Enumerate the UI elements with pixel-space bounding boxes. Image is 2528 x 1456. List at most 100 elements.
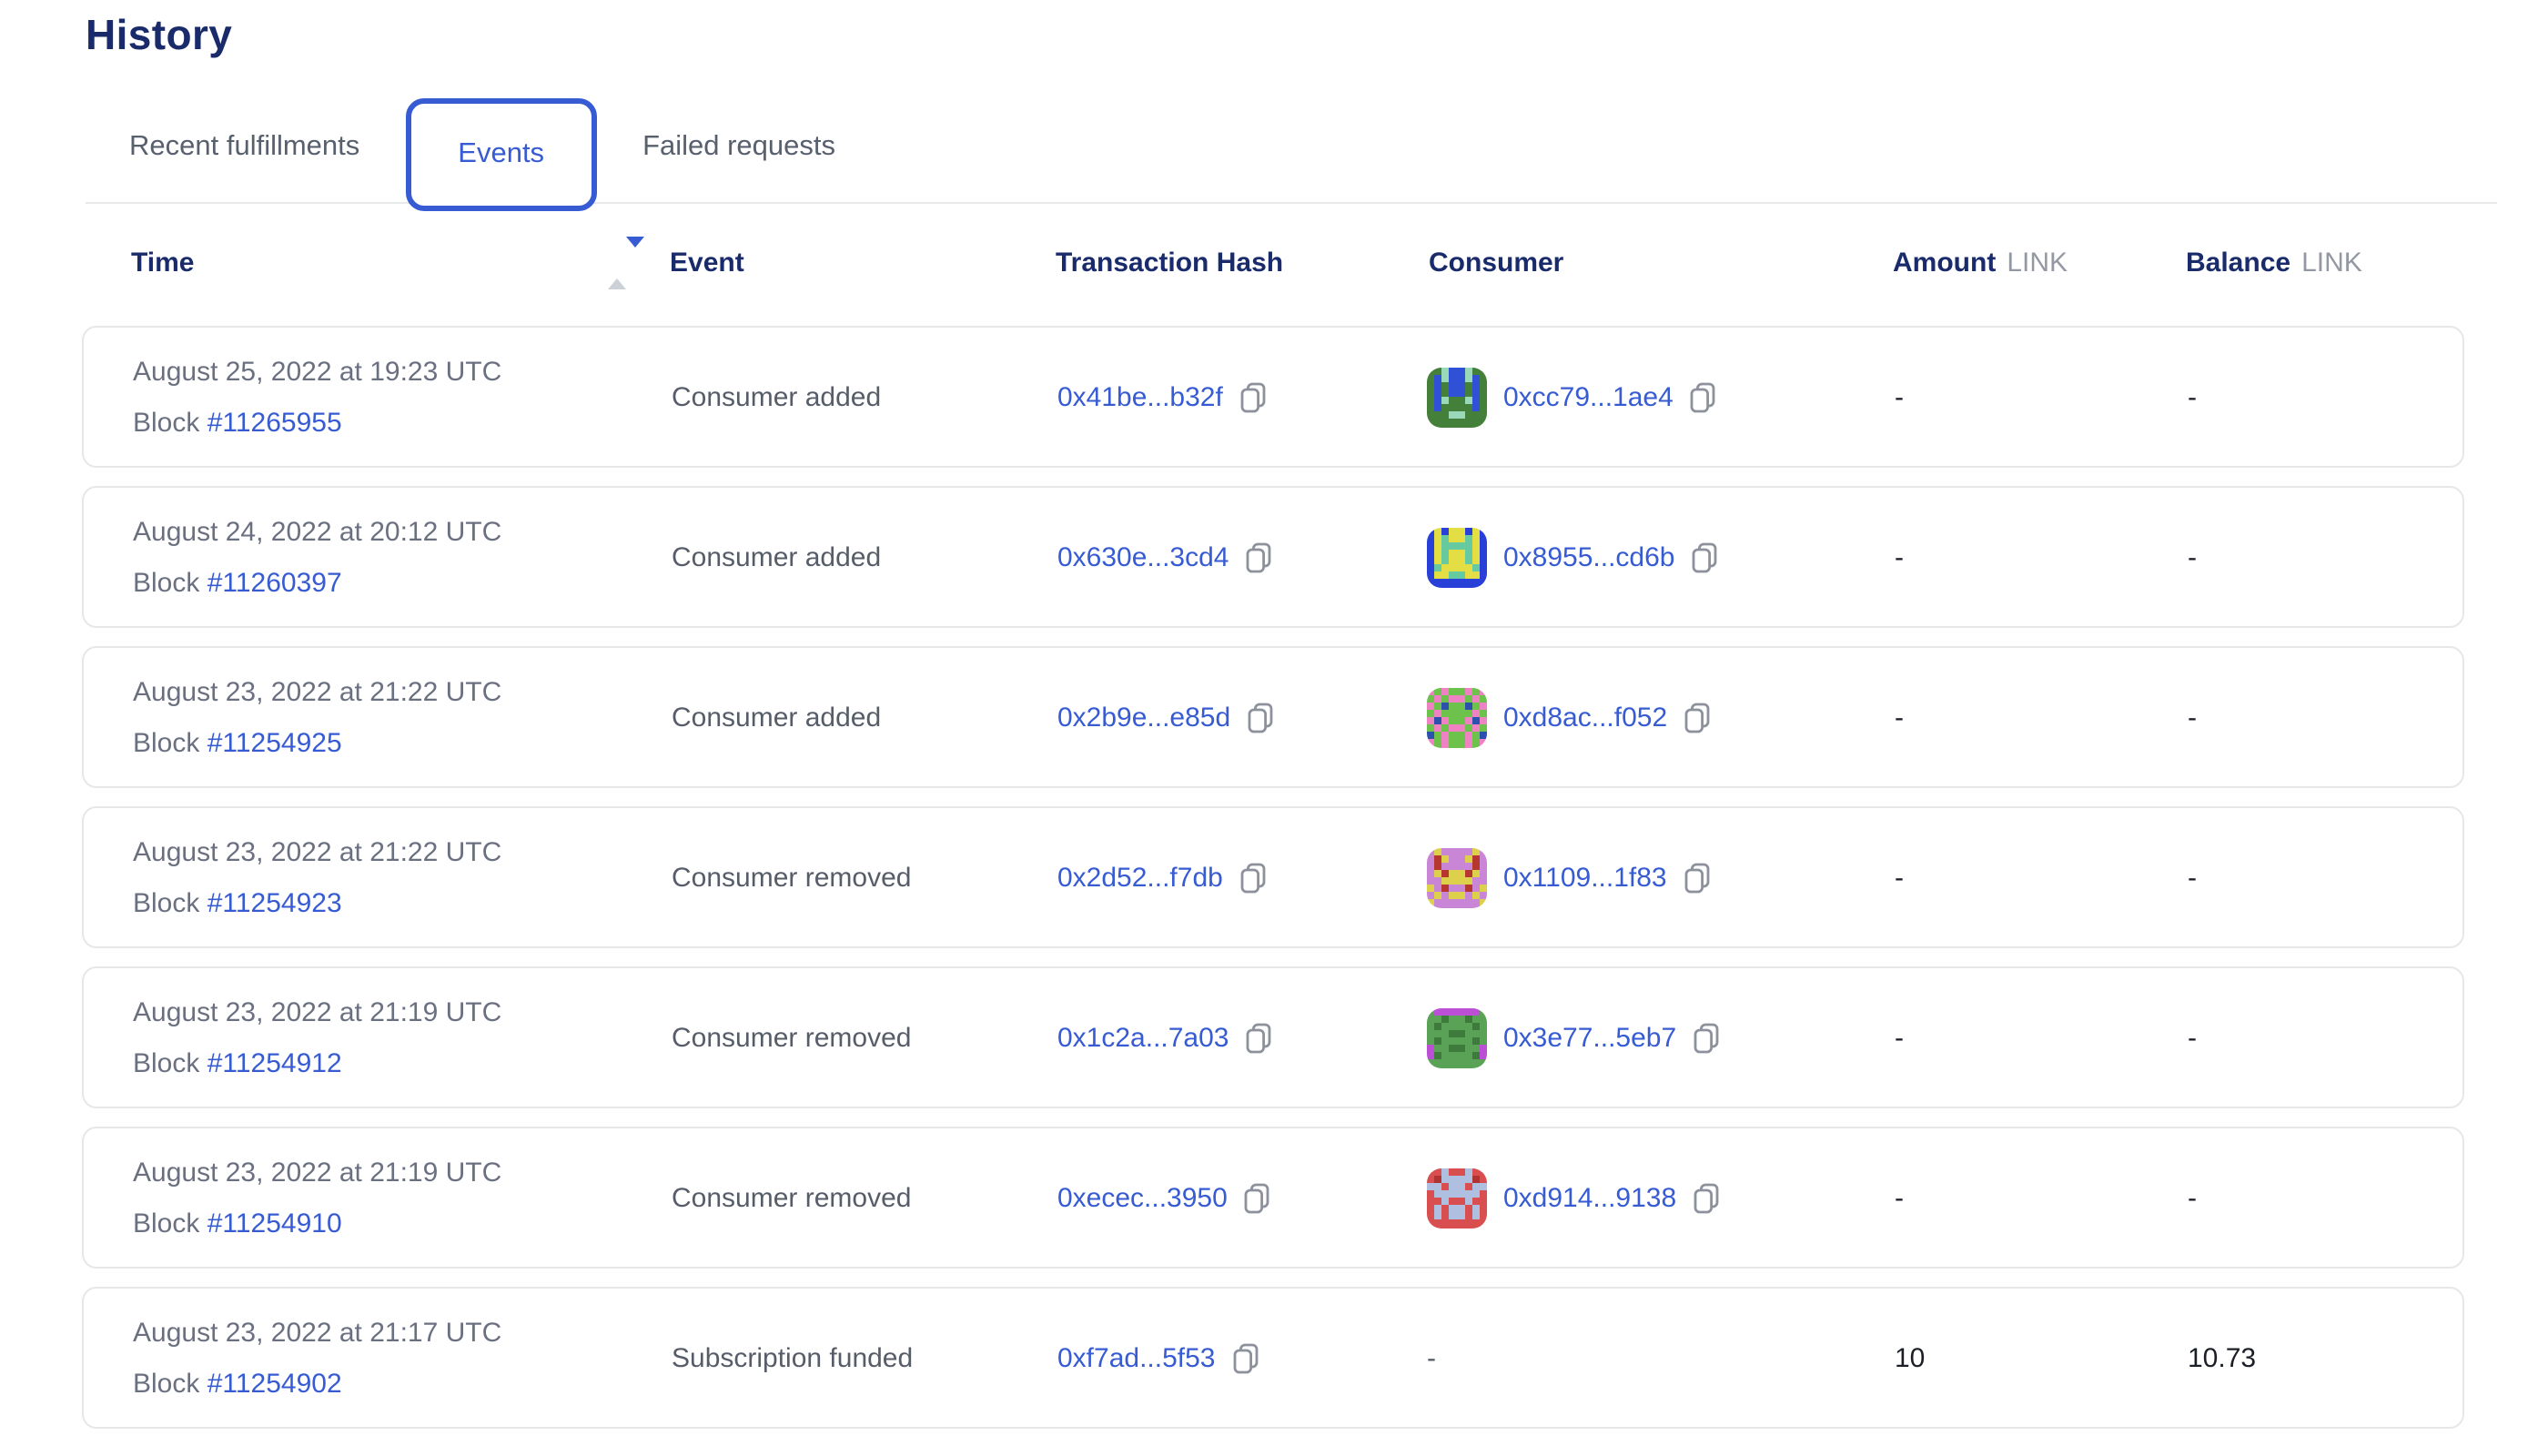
copy-icon[interactable]	[1692, 541, 1719, 572]
event-cell: Consumer removed	[672, 1128, 911, 1267]
transaction-hash-link[interactable]: 0x1c2a...7a03	[1057, 1022, 1229, 1053]
column-header-event: Event	[670, 248, 744, 278]
row-block: Block #11254923	[133, 887, 342, 918]
tab-events[interactable]: Events	[405, 98, 598, 211]
row-date: August 23, 2022 at 21:22 UTC	[133, 676, 502, 707]
sort-descending-icon[interactable]	[608, 237, 644, 289]
row-date: August 24, 2022 at 20:12 UTC	[133, 516, 502, 547]
event-cell: Consumer added	[672, 648, 881, 786]
consumer-identicon	[1427, 1007, 1487, 1067]
consumer-identicon	[1427, 687, 1487, 747]
block-number-link[interactable]: #11254910	[207, 1208, 342, 1239]
amount-cell: -	[1895, 1182, 1904, 1213]
event-cell: Consumer removed	[672, 808, 911, 946]
copy-icon[interactable]	[1239, 381, 1267, 412]
amount-cell: -	[1895, 862, 1904, 893]
row-block: Block #11254902	[133, 1368, 342, 1399]
column-header-time[interactable]: Time	[131, 248, 195, 278]
consumer-address-link[interactable]: 0xd8ac...f052	[1503, 702, 1668, 733]
consumer-address-link[interactable]: 0xcc79...1ae4	[1503, 381, 1674, 412]
amount-cell: -	[1895, 702, 1904, 733]
event-label: Subscription funded	[672, 1342, 914, 1373]
consumer-address-link[interactable]: 0x8955...cd6b	[1503, 541, 1675, 572]
event-cell: Consumer removed	[672, 968, 911, 1107]
transaction-hash-link[interactable]: 0x2d52...f7db	[1057, 862, 1223, 893]
copy-icon[interactable]	[1246, 541, 1273, 572]
row-block: Block #11260397	[133, 567, 342, 598]
event-label: Consumer removed	[672, 862, 912, 893]
balance-cell: -	[2188, 702, 2197, 733]
copy-icon[interactable]	[1244, 1182, 1271, 1213]
transaction-hash-cell: 0xf7ad...5f53	[1057, 1289, 1259, 1427]
block-number-link[interactable]: #11254925	[207, 727, 342, 758]
row-date: August 23, 2022 at 21:19 UTC	[133, 1157, 502, 1188]
consumer-address-link[interactable]: 0x1109...1f83	[1503, 862, 1667, 893]
tab-recent-fulfillments[interactable]: Recent fulfillments	[126, 113, 363, 182]
event-cell: Consumer added	[672, 328, 881, 466]
consumer-address-link[interactable]: -	[1427, 1342, 1436, 1373]
consumer-address-link[interactable]: 0x3e77...5eb7	[1503, 1022, 1677, 1053]
block-number-link[interactable]: #11254912	[207, 1047, 342, 1078]
balance-cell: -	[2188, 862, 2197, 893]
row-block: Block #11254912	[133, 1047, 342, 1078]
transaction-hash-link[interactable]: 0x630e...3cd4	[1057, 541, 1229, 572]
block-number-link[interactable]: #11254902	[207, 1368, 342, 1399]
consumer-identicon	[1427, 527, 1487, 587]
transaction-hash-cell: 0x1c2a...7a03	[1057, 968, 1273, 1107]
consumer-cell: 0x1109...1f83	[1427, 808, 1711, 946]
consumer-cell: -	[1427, 1289, 1436, 1427]
event-label: Consumer added	[672, 381, 882, 412]
row-date: August 23, 2022 at 21:22 UTC	[133, 836, 502, 867]
tab-failed-requests[interactable]: Failed requests	[639, 113, 839, 182]
amount-cell: -	[1895, 1022, 1904, 1053]
column-header-balance: Balance LINK	[2186, 248, 2362, 278]
balance-cell: -	[2188, 1022, 2197, 1053]
copy-icon[interactable]	[1684, 862, 1711, 893]
events-table-body: August 25, 2022 at 19:23 UTC Block #1126…	[82, 326, 2468, 1447]
event-label: Consumer removed	[672, 1182, 912, 1213]
copy-icon[interactable]	[1690, 381, 1717, 412]
time-cell: August 23, 2022 at 21:17 UTC Block #1125…	[133, 1289, 501, 1427]
time-cell: August 23, 2022 at 21:19 UTC Block #1125…	[133, 1128, 501, 1267]
row-date: August 23, 2022 at 21:17 UTC	[133, 1317, 502, 1348]
balance-unit-label: LINK	[2301, 248, 2362, 278]
transaction-hash-link[interactable]: 0x41be...b32f	[1057, 381, 1223, 412]
amount-cell: 10	[1895, 1342, 1926, 1373]
copy-icon[interactable]	[1231, 1342, 1259, 1373]
amount-unit-label: LINK	[2007, 248, 2068, 278]
consumer-address-link[interactable]: 0xd914...9138	[1503, 1182, 1677, 1213]
consumer-cell: 0xd8ac...f052	[1427, 648, 1711, 786]
transaction-hash-link[interactable]: 0xecec...3950	[1057, 1182, 1228, 1213]
event-cell: Consumer added	[672, 488, 881, 626]
transaction-hash-link[interactable]: 0x2b9e...e85d	[1057, 702, 1231, 733]
copy-icon[interactable]	[1246, 1022, 1273, 1053]
copy-icon[interactable]	[1239, 862, 1267, 893]
amount-cell: -	[1895, 541, 1904, 572]
time-cell: August 24, 2022 at 20:12 UTC Block #1126…	[133, 488, 501, 626]
table-row: August 24, 2022 at 20:12 UTC Block #1126…	[82, 486, 2464, 628]
transaction-hash-link[interactable]: 0xf7ad...5f53	[1057, 1342, 1216, 1373]
table-row: August 23, 2022 at 21:19 UTC Block #1125…	[82, 966, 2464, 1108]
copy-icon[interactable]	[1693, 1182, 1720, 1213]
table-header: Time Event Transaction Hash Consumer Amo…	[0, 237, 2528, 291]
row-date: August 25, 2022 at 19:23 UTC	[133, 356, 502, 387]
copy-icon[interactable]	[1684, 702, 1711, 733]
sort-asc-arrow-icon	[608, 248, 626, 289]
row-block: Block #11254910	[133, 1208, 342, 1239]
copy-icon[interactable]	[1693, 1022, 1720, 1053]
balance-cell: -	[2188, 381, 2197, 412]
transaction-hash-cell: 0x41be...b32f	[1057, 328, 1267, 466]
event-label: Consumer removed	[672, 1022, 912, 1053]
table-row: August 23, 2022 at 21:19 UTC Block #1125…	[82, 1127, 2464, 1269]
balance-cell: -	[2188, 541, 2197, 572]
row-date: August 23, 2022 at 21:19 UTC	[133, 996, 502, 1027]
copy-icon[interactable]	[1247, 702, 1274, 733]
balance-cell: -	[2188, 1182, 2197, 1213]
consumer-identicon	[1427, 367, 1487, 427]
transaction-hash-cell: 0x630e...3cd4	[1057, 488, 1273, 626]
block-number-link[interactable]: #11265955	[207, 407, 342, 438]
block-number-link[interactable]: #11254923	[207, 887, 342, 918]
block-number-link[interactable]: #11260397	[207, 567, 342, 598]
consumer-cell: 0xcc79...1ae4	[1427, 328, 1717, 466]
page-title: History	[86, 11, 233, 58]
